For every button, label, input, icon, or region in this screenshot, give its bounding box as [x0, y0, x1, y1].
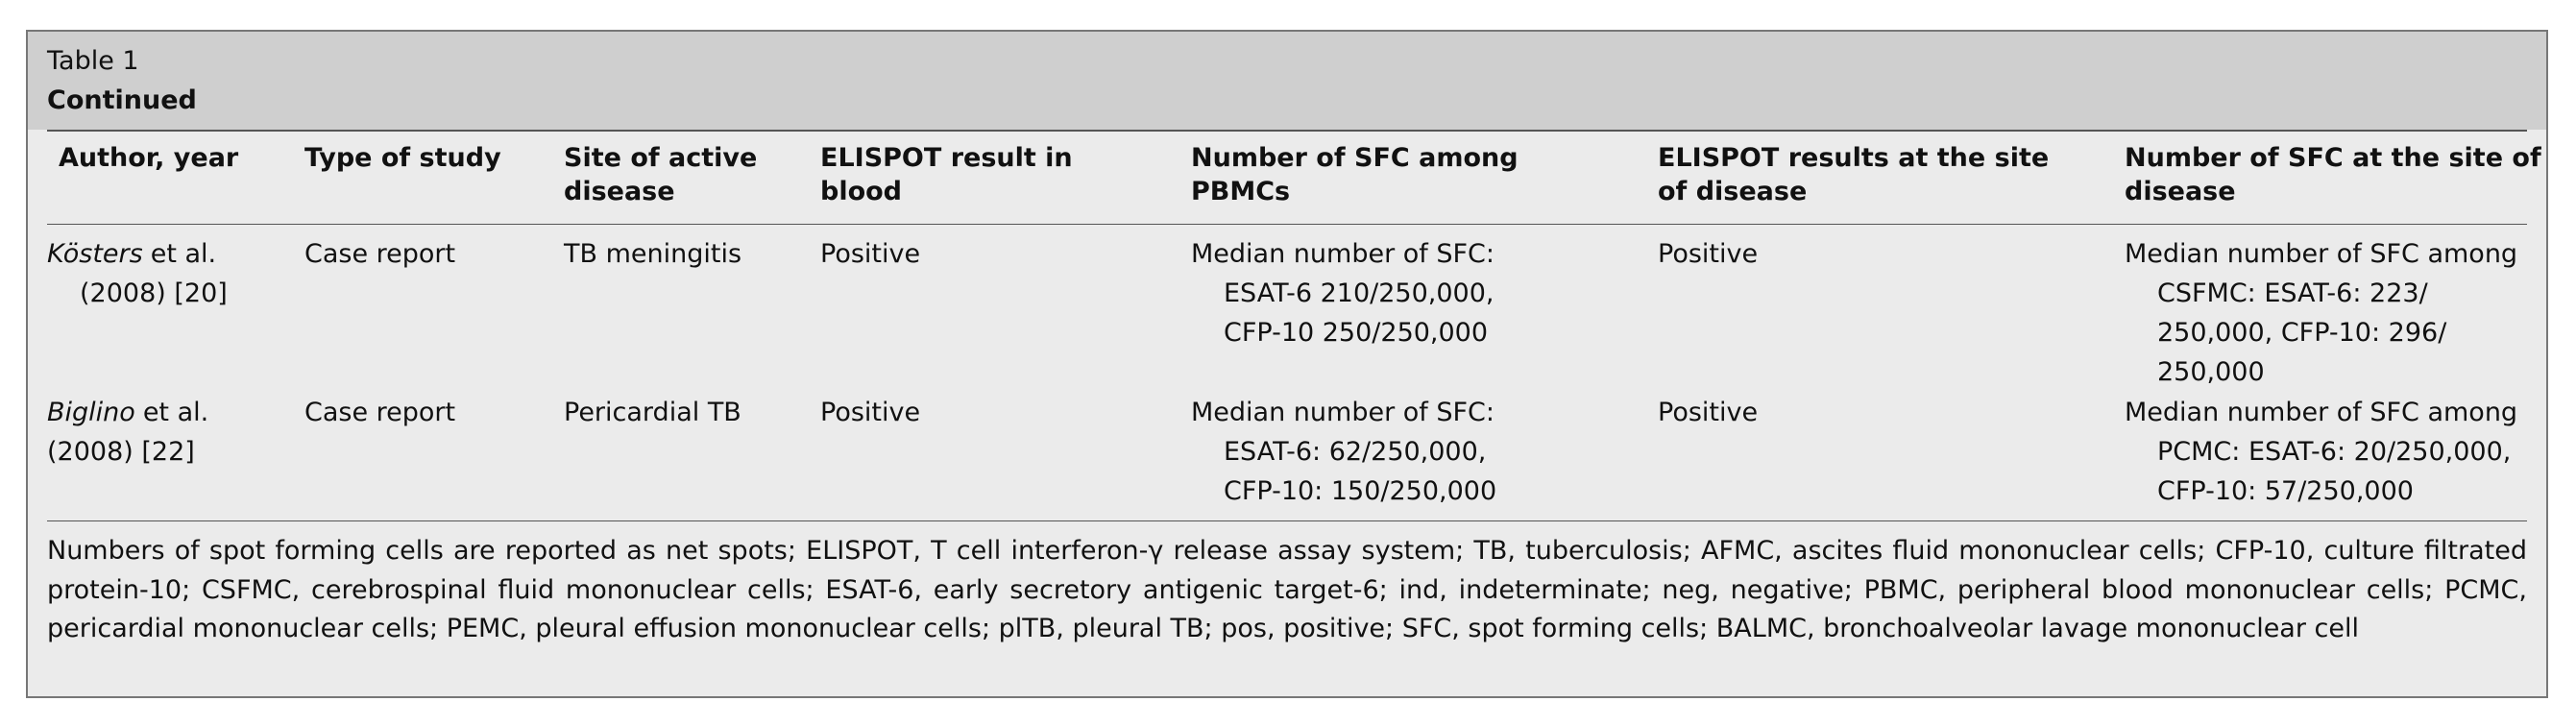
cell-line: Positive: [1658, 239, 1759, 269]
cell-line: CFP-10: 57/250,000: [2157, 476, 2414, 506]
cell-line: Pericardial TB: [564, 398, 741, 427]
column-header: Number of SFC at the site of: [2125, 143, 2541, 173]
cell-line: Median number of SFC:: [1191, 239, 1495, 269]
column-header: Type of study: [304, 143, 501, 173]
cell-line: 250,000: [2157, 357, 2265, 387]
cell-line: Case report: [304, 239, 456, 269]
cell-line: ESAT-6: 62/250,000,: [1224, 437, 1487, 467]
cell-line: TB meningitis: [564, 239, 742, 269]
cell-line: 250,000, CFP-10: 296/: [2157, 318, 2447, 348]
cell-line: Positive: [820, 239, 921, 269]
author-name: Biglino: [47, 398, 135, 427]
column-header: blood: [820, 177, 903, 206]
column-header: PBMCs: [1191, 177, 1291, 206]
cell-line: Median number of SFC:: [1191, 398, 1495, 427]
author-rest: et al.: [150, 239, 217, 269]
cell-line: CFP-10 250/250,000: [1224, 318, 1489, 348]
cell-line: PCMC: ESAT-6: 20/250,000,: [2157, 437, 2512, 467]
column-header: ELISPOT result in: [820, 143, 1073, 173]
author-name: Kösters: [47, 239, 143, 269]
cell-line: Median number of SFC among: [2125, 398, 2518, 427]
cell-line: CSFMC: ESAT-6: 223/: [2157, 278, 2428, 308]
rule: [47, 520, 2527, 521]
rule: [47, 224, 2527, 225]
author-cell: Kösters et al.: [47, 234, 216, 274]
table-box: Table 1 Continued Numbers of spot formin…: [26, 30, 2548, 698]
header-band: [28, 32, 2546, 130]
cell-line: Case report: [304, 398, 456, 427]
cell-line: Positive: [820, 398, 921, 427]
author-year: (2008) [20]: [80, 278, 228, 308]
footnote: Numbers of spot forming cells are report…: [47, 536, 2527, 643]
table-title: Continued: [47, 85, 197, 115]
column-header: Author, year: [59, 143, 239, 173]
column-header: Number of SFC among: [1191, 143, 1519, 173]
column-header: disease: [564, 177, 675, 206]
author-rest: et al.: [142, 398, 209, 427]
author-cell: Biglino et al.: [47, 393, 208, 432]
column-header: disease: [2125, 177, 2236, 206]
column-header: ELISPOT results at the site: [1658, 143, 2050, 173]
cell-line: ESAT-6 210/250,000,: [1224, 278, 1495, 308]
author-year: (2008) [22]: [47, 437, 195, 467]
cell-line: Median number of SFC among: [2125, 239, 2518, 269]
rule: [47, 130, 2527, 132]
column-header: of disease: [1658, 177, 1808, 206]
column-header: Site of active: [564, 143, 758, 173]
cell-line: Positive: [1658, 398, 1759, 427]
table-label: Table 1: [47, 46, 139, 76]
cell-line: CFP-10: 150/250,000: [1224, 476, 1497, 506]
